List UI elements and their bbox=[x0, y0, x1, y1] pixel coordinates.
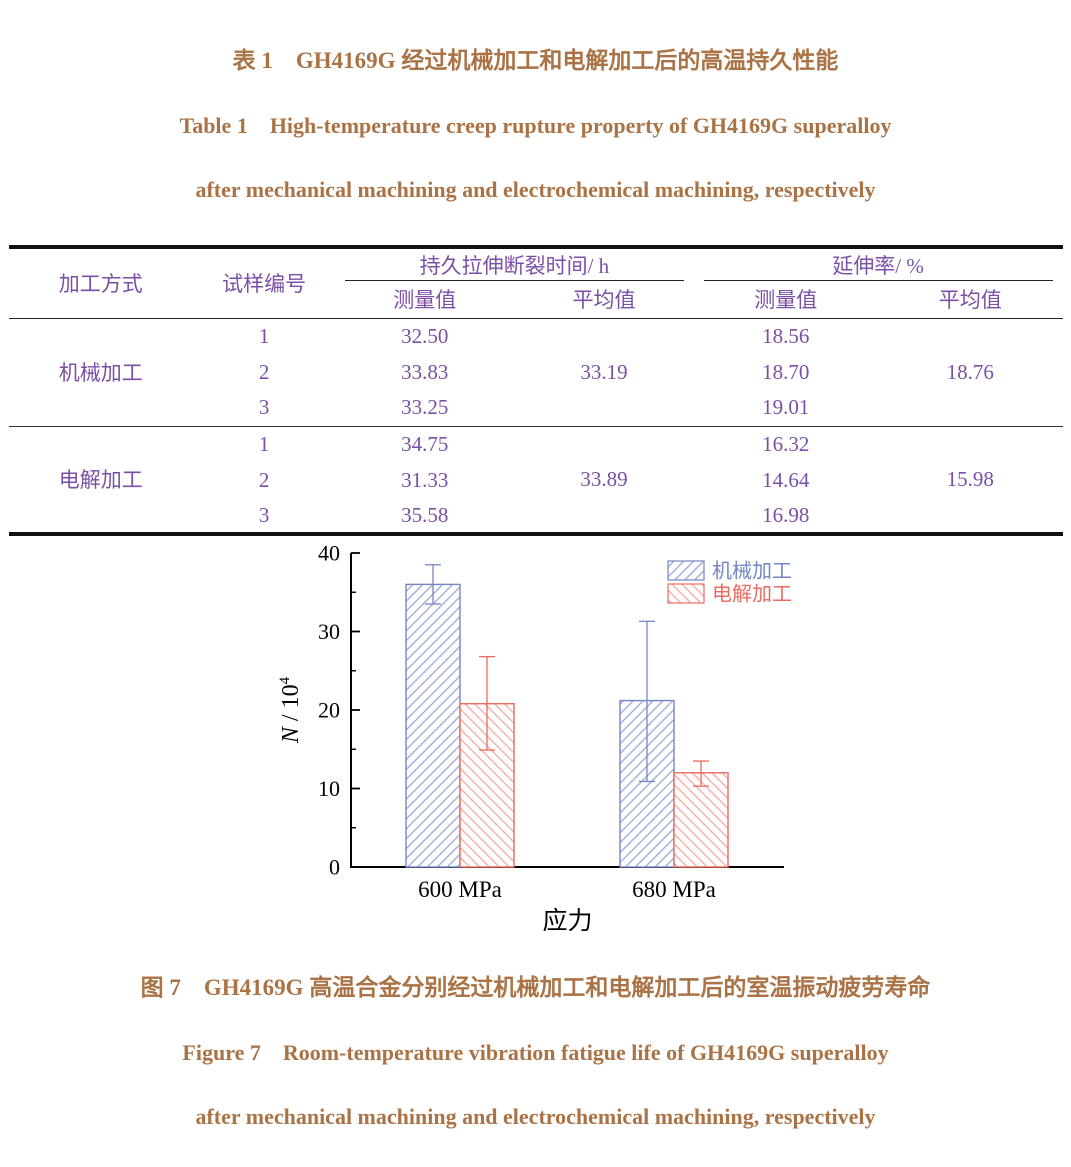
sample-number-cell: 3 bbox=[258, 502, 270, 527]
rupture-measured-cell: 35.58 bbox=[401, 502, 449, 527]
table-title-zh: 表 1 GH4169G 经过机械加工和电解加工后的高温持久性能 bbox=[232, 48, 839, 73]
header-rupture-group: 持久拉伸断裂时间/ h bbox=[335, 247, 693, 281]
y-tick-label: 30 bbox=[318, 619, 340, 644]
sample-number-cell: 1 bbox=[192, 425, 336, 462]
sample-number-cell: 3 bbox=[258, 395, 270, 420]
table-row: 3 33.25 19.01 bbox=[9, 390, 1063, 426]
elongation-measured-cell: 19.01 bbox=[762, 395, 810, 420]
y-tick-label: 10 bbox=[318, 776, 340, 801]
rupture-average-cell: 33.19 bbox=[580, 359, 628, 384]
x-category-label: 600 MPa bbox=[418, 877, 502, 902]
elongation-average-cell: 18.76 bbox=[946, 359, 994, 384]
x-axis-title: 应力 bbox=[542, 907, 592, 931]
table-row: 2 31.33 14.64 bbox=[9, 462, 1063, 498]
bar-电解加工-680 MPa bbox=[672, 772, 729, 868]
figure-caption-en-line1: Figure 7 Room-temperature vibration fati… bbox=[182, 1040, 889, 1065]
header-elongation-measured: 测量值 bbox=[754, 288, 818, 313]
error-bar bbox=[424, 564, 441, 605]
table-row: 电解加工 1 34.75 33.89 16.32 15.98 bbox=[8, 425, 1063, 534]
header-method: 加工方式 bbox=[58, 272, 143, 297]
x-category-label: 680 MPa bbox=[632, 877, 716, 902]
legend-label-机械加工: 机械加工 bbox=[712, 560, 792, 583]
creep-rupture-table: 加工方式 试样编号 持久拉伸断裂时间/ h 延伸率/ % 测量值 平均值 测量值… bbox=[8, 245, 1063, 536]
rupture-average-cell: 33.89 bbox=[514, 425, 694, 534]
header-elongation-average: 平均值 bbox=[938, 288, 1002, 313]
elongation-measured-cell: 16.98 bbox=[762, 502, 810, 527]
method-cell: 机械加工 bbox=[58, 361, 143, 385]
elongation-measured-cell: 18.56 bbox=[762, 323, 810, 348]
table-header: 加工方式 试样编号 持久拉伸断裂时间/ h 延伸率/ % 测量值 平均值 测量值… bbox=[8, 247, 1063, 318]
rupture-measured-cell: 34.75 bbox=[335, 425, 515, 462]
rupture-measured-cell: 33.83 bbox=[401, 359, 449, 384]
y-tick-label: 40 bbox=[318, 541, 340, 566]
legend-swatch-电解加工 bbox=[666, 583, 705, 604]
table-body: 机械加工 1 32.50 33.19 18.56 18.76 2 33.83 18.70 3 33.… bbox=[8, 318, 1063, 534]
bar-机械加工-600 MPa bbox=[404, 583, 461, 868]
y-tick-label: 20 bbox=[318, 698, 340, 723]
elongation-measured-cell: 16.32 bbox=[693, 425, 878, 462]
figure-caption-en-line2: after mechanical machining and electroch… bbox=[195, 1104, 876, 1129]
legend-label-电解加工: 电解加工 bbox=[712, 583, 792, 606]
figure-caption-block: 图 7 GH4169G 高温合金分别经过机械加工和电解加工后的室温振动疲劳寿命 … bbox=[0, 937, 1071, 1167]
y-tick-label: 0 bbox=[329, 855, 340, 880]
table-row: 机械加工 1 32.50 33.19 18.56 18.76 bbox=[9, 318, 1063, 385]
table-title-block: 表 1 GH4169G 经过机械加工和电解加工后的高温持久性能 Table 1 … bbox=[0, 10, 1071, 240]
rupture-measured-cell: 32.50 bbox=[401, 323, 449, 348]
sample-number-cell: 2 bbox=[258, 359, 270, 384]
sample-number-cell: 1 bbox=[258, 323, 270, 348]
error-bar bbox=[692, 760, 709, 787]
table-title-en-line2: after mechanical machining and electroch… bbox=[195, 177, 876, 202]
figure-chart-area: 0 10 20 30 40 600 MPa 680 MPa 应力 N / 104 机械加工 电解加工 bbox=[0, 539, 1071, 932]
sample-number-cell: 2 bbox=[258, 467, 270, 492]
figure-caption-zh: 图 7 GH4169G 高温合金分别经过机械加工和电解加工后的室温振动疲劳寿命 bbox=[140, 975, 931, 1000]
elongation-measured-cell: 18.70 bbox=[762, 359, 810, 384]
rupture-measured-cell: 33.25 bbox=[401, 395, 449, 420]
y-axis-title: N / 104 bbox=[277, 676, 304, 744]
header-rupture-measured: 测量值 bbox=[393, 288, 457, 313]
table-row: 3 35.58 16.98 bbox=[9, 498, 1063, 534]
rupture-measured-cell: 31.33 bbox=[401, 467, 449, 492]
elongation-average-cell: 15.98 bbox=[878, 425, 1063, 534]
error-bar bbox=[638, 620, 655, 783]
elongation-measured-cell: 14.64 bbox=[762, 467, 810, 492]
method-cell: 电解加工 bbox=[8, 425, 193, 534]
table-title-en-line1: Table 1 High-temperature creep rupture p… bbox=[179, 113, 892, 138]
header-elongation-group: 延伸率/ % bbox=[694, 247, 1063, 281]
legend-swatch-机械加工 bbox=[666, 560, 705, 581]
error-bar bbox=[478, 655, 495, 751]
header-sample: 试样编号 bbox=[222, 272, 307, 297]
page: 表 1 GH4169G 经过机械加工和电解加工后的高温持久性能 Table 1 … bbox=[0, 10, 1071, 1129]
header-rupture-average: 平均值 bbox=[572, 288, 636, 313]
table-row: 2 33.83 18.70 bbox=[9, 354, 1063, 390]
